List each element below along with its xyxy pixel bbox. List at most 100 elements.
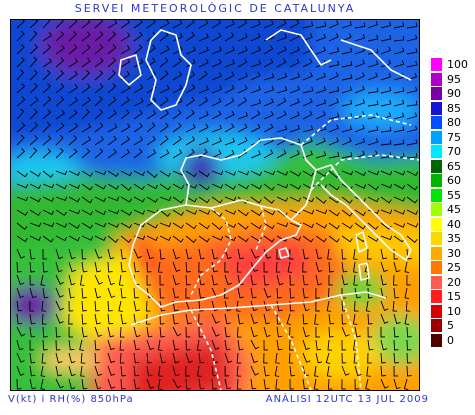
wind-barb [55,378,65,389]
wind-barb [55,326,61,338]
legend-entry: 0 [431,333,475,348]
wind-barb [289,124,300,133]
wind-barb [185,96,195,107]
wind-barb [185,196,198,203]
wind-barb [29,365,36,377]
legend-swatch [431,333,442,347]
wind-barb [315,326,320,338]
wind-barb [365,300,371,312]
wind-barb [94,235,107,242]
legend-swatch [431,159,442,173]
wind-barb [380,59,392,68]
wind-barb [404,287,409,299]
legend-entry: 10 [431,304,475,319]
wind-barb [159,135,169,146]
wind-barb [68,70,78,81]
wind-barb [263,222,275,230]
wind-barb [393,35,405,42]
wind-barb [172,109,182,120]
wind-barb [120,209,132,216]
wind-barb [224,261,229,273]
wind-barb [406,100,418,107]
legend-label: 5 [447,319,454,332]
wind-barb [146,339,155,351]
wind-barb [367,196,380,203]
wind-barb [42,148,52,159]
wind-barb [380,139,392,146]
wind-barb [133,196,146,203]
legend-entry: 60 [431,174,475,188]
wind-barb [237,84,248,94]
wind-barb [211,32,222,42]
wind-barb [55,134,64,146]
legend-label: 65 [447,159,461,173]
wind-barb [406,183,418,191]
wind-barb [68,30,77,42]
wind-barb [380,300,389,312]
wind-barb [354,326,361,338]
wind-barb [276,196,289,202]
wind-barb [79,339,84,351]
wind-barb [16,300,23,312]
wind-barb [81,20,91,29]
wind-barb [367,20,378,29]
wind-barb [224,123,235,133]
wind-barb [263,274,269,286]
legend-swatch [431,290,442,303]
wind-barb [68,313,73,325]
wind-barb [211,326,220,337]
wind-barb [146,274,152,286]
wind-barb [354,170,367,177]
wind-barb [146,196,158,203]
wind-barb [68,123,79,133]
wind-barb [68,20,78,29]
wind-barb [120,32,131,42]
wind-barb [42,31,52,42]
wind-barb [276,248,281,260]
wind-barb [276,72,288,81]
wind-barb [55,183,68,190]
wind-barb [159,57,169,68]
wind-barb [185,170,197,178]
wind-barb [302,313,308,325]
wind-barb [328,209,340,217]
wind-barb [380,222,392,230]
wind-barb [274,365,280,377]
wind-barb [302,261,307,273]
wind-barb [341,112,353,120]
wind-barb [276,97,287,107]
legend-swatch [431,217,442,231]
wind-barb [198,170,210,178]
wind-barb [94,300,100,312]
wind-barb [224,97,235,107]
wind-barb [107,313,114,325]
wind-barb [341,151,353,159]
wind-barb [29,108,38,120]
wind-barb [118,300,123,312]
wind-barb [263,20,274,29]
wind-barb [94,70,104,81]
wind-barb [393,365,399,377]
wind-barb [211,137,222,146]
wind-barb [315,86,327,94]
wind-barb [81,31,91,42]
wind-barb [406,112,418,120]
wind-barb [237,72,248,81]
wind-barb [42,261,48,273]
wind-barb [198,196,210,204]
wind-barb [315,21,327,29]
wind-barb [250,85,261,94]
wind-barb [172,248,180,260]
wind-barb [276,125,288,133]
wind-barb [289,150,300,159]
wind-barb [55,248,63,260]
wind-barb [250,183,262,190]
wind-barb [55,170,68,176]
wind-barb [198,110,209,120]
wind-barb [263,209,276,216]
wind-barb [157,339,163,351]
wind-barb [354,287,362,299]
wind-barb [236,261,242,273]
wind-barb [286,313,292,326]
wind-barb [40,365,46,377]
